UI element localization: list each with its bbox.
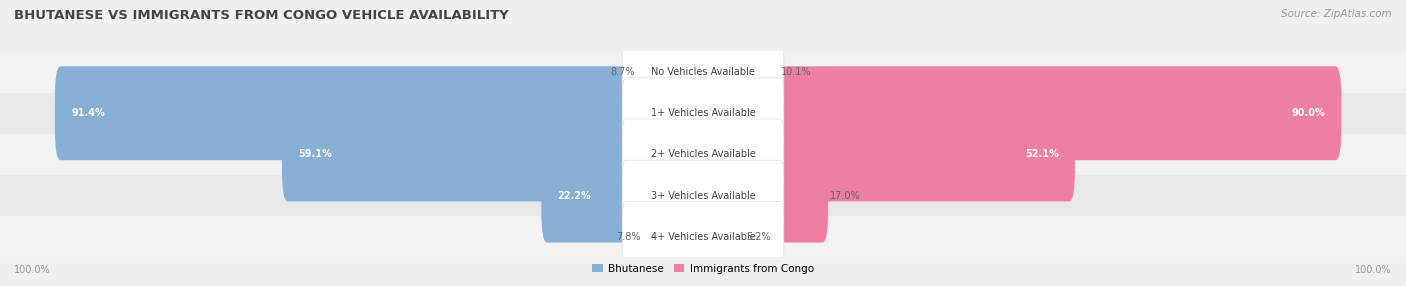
- FancyBboxPatch shape: [621, 119, 785, 190]
- FancyBboxPatch shape: [0, 93, 1406, 134]
- Text: 90.0%: 90.0%: [1291, 108, 1324, 118]
- FancyBboxPatch shape: [697, 66, 1341, 160]
- FancyBboxPatch shape: [621, 78, 785, 149]
- Text: 52.1%: 52.1%: [1025, 150, 1059, 159]
- Text: 59.1%: 59.1%: [298, 150, 332, 159]
- FancyBboxPatch shape: [0, 216, 1406, 257]
- FancyBboxPatch shape: [643, 190, 709, 284]
- Text: BHUTANESE VS IMMIGRANTS FROM CONGO VEHICLE AVAILABILITY: BHUTANESE VS IMMIGRANTS FROM CONGO VEHIC…: [14, 9, 509, 21]
- FancyBboxPatch shape: [621, 37, 785, 108]
- FancyBboxPatch shape: [541, 149, 709, 243]
- FancyBboxPatch shape: [697, 190, 745, 284]
- FancyBboxPatch shape: [0, 134, 1406, 175]
- FancyBboxPatch shape: [621, 160, 785, 231]
- Text: 3+ Vehicles Available: 3+ Vehicles Available: [651, 191, 755, 200]
- FancyBboxPatch shape: [0, 51, 1406, 93]
- Text: 4+ Vehicles Available: 4+ Vehicles Available: [651, 232, 755, 242]
- FancyBboxPatch shape: [697, 25, 780, 119]
- Text: 17.0%: 17.0%: [830, 191, 860, 200]
- Text: 100.0%: 100.0%: [1355, 265, 1392, 275]
- Legend: Bhutanese, Immigrants from Congo: Bhutanese, Immigrants from Congo: [588, 260, 818, 278]
- FancyBboxPatch shape: [0, 175, 1406, 216]
- Text: No Vehicles Available: No Vehicles Available: [651, 67, 755, 77]
- Text: Source: ZipAtlas.com: Source: ZipAtlas.com: [1281, 9, 1392, 19]
- FancyBboxPatch shape: [281, 108, 709, 201]
- Text: 10.1%: 10.1%: [782, 67, 811, 77]
- Text: 5.2%: 5.2%: [747, 232, 772, 242]
- FancyBboxPatch shape: [637, 25, 709, 119]
- Text: 91.4%: 91.4%: [70, 108, 105, 118]
- FancyBboxPatch shape: [55, 66, 709, 160]
- Text: 100.0%: 100.0%: [14, 265, 51, 275]
- FancyBboxPatch shape: [621, 201, 785, 272]
- FancyBboxPatch shape: [697, 149, 828, 243]
- Text: 22.2%: 22.2%: [558, 191, 592, 200]
- FancyBboxPatch shape: [697, 108, 1076, 201]
- Text: 8.7%: 8.7%: [610, 67, 636, 77]
- Text: 7.8%: 7.8%: [617, 232, 641, 242]
- Text: 2+ Vehicles Available: 2+ Vehicles Available: [651, 150, 755, 159]
- Text: 1+ Vehicles Available: 1+ Vehicles Available: [651, 108, 755, 118]
